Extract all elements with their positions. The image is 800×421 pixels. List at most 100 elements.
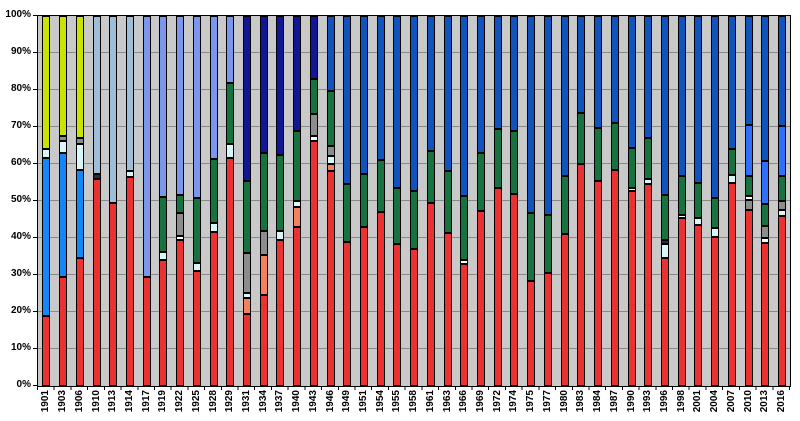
- x-axis-label-text: 1961: [424, 390, 436, 413]
- category-slot-1903: [55, 16, 72, 386]
- x-axis-label-text: 1928: [207, 390, 219, 413]
- segment-1934-lng: [259, 254, 268, 296]
- category-slot-1983: [573, 16, 590, 386]
- category-slot-1951: [356, 16, 373, 386]
- category-slot-1919: [155, 16, 172, 386]
- x-label-slot-1961: 1961: [422, 390, 439, 421]
- x-label-slot-1954: 1954: [371, 390, 388, 421]
- bar-1977: [543, 16, 552, 386]
- bar-1917: [142, 16, 151, 386]
- y-axis-label-80: 80%: [10, 83, 31, 94]
- category-slot-1910: [88, 16, 105, 386]
- segment-2004-ind: [711, 227, 720, 237]
- category-slot-1949: [339, 16, 356, 386]
- segment-1990-lib: [627, 16, 636, 149]
- x-axis-label-1951: 1951: [354, 390, 372, 412]
- segment-1937-cp: [276, 154, 285, 231]
- segment-1966-wht: [460, 259, 469, 264]
- x-axis-label-text: 1990: [625, 390, 637, 413]
- x-axis-label-text: 1954: [374, 390, 386, 413]
- segment-2004-cp: [711, 197, 720, 228]
- x-axis-label-text: 1929: [224, 390, 236, 413]
- x-axis-label-text: 1943: [307, 390, 319, 413]
- bar-1963: [443, 16, 452, 386]
- segment-2007-lib: [727, 16, 736, 150]
- segment-1901-ind: [42, 149, 51, 158]
- bar-2007: [727, 16, 736, 386]
- segment-1966-lib: [460, 16, 469, 196]
- category-slot-1977: [540, 16, 557, 386]
- x-axis-label-text: 1913: [107, 390, 119, 413]
- segment-2004-lib: [711, 16, 720, 198]
- bar-1990: [627, 16, 636, 386]
- segment-2016-cp: [777, 175, 786, 202]
- segment-1954-cp: [376, 160, 385, 213]
- segment-1993-alp: [644, 184, 653, 386]
- y-axis-label-70: 70%: [10, 120, 31, 131]
- bar-1983: [577, 16, 586, 386]
- segment-1914-cl: [125, 16, 134, 172]
- segment-1946-ind: [326, 155, 335, 165]
- x-axis-label-text: 1966: [458, 390, 470, 413]
- segment-1943-cp: [309, 79, 318, 115]
- x-axis-label-1906: 1906: [70, 390, 88, 412]
- segment-1914-ind: [125, 171, 134, 177]
- x-axis-label-text: 1969: [475, 390, 487, 413]
- x-label-slot-1931: 1931: [238, 390, 255, 421]
- x-axis-label-1996: 1996: [655, 390, 673, 412]
- x-axis-label-text: 1975: [525, 390, 537, 413]
- segment-1980-alp: [560, 234, 569, 386]
- segment-1975-alp: [527, 280, 536, 386]
- segment-1922-nat: [176, 16, 185, 196]
- category-slot-1987: [606, 16, 623, 386]
- segment-1951-cp: [360, 174, 369, 227]
- x-axis-label-1919: 1919: [153, 390, 171, 412]
- segment-1955-cp: [393, 187, 402, 244]
- segment-2016-lib: [777, 16, 786, 126]
- x-axis-label-1928: 1928: [204, 390, 222, 412]
- x-label-slot-1946: 1946: [321, 390, 338, 421]
- segment-1946-oth: [326, 145, 335, 156]
- segment-1925-nat: [192, 16, 201, 198]
- segment-1910-alp: [92, 178, 101, 386]
- segment-1983-lib: [577, 16, 586, 114]
- bar-1922: [176, 16, 185, 386]
- segment-2013-lib: [761, 16, 770, 162]
- category-slot-2001: [690, 16, 707, 386]
- segment-1929-cp: [226, 82, 235, 144]
- segment-1943-uap: [309, 16, 318, 80]
- segment-1974-lib: [510, 16, 519, 132]
- x-axis-label-1984: 1984: [588, 390, 606, 412]
- x-label-slot-2004: 2004: [706, 390, 723, 421]
- x-axis-label-text: 1937: [274, 390, 286, 413]
- bar-2013: [761, 16, 770, 386]
- y-axis-label-50: 50%: [10, 194, 31, 205]
- segment-2007-ind: [727, 175, 736, 183]
- y-axis-label-20: 20%: [10, 305, 31, 316]
- x-label-slot-1943: 1943: [305, 390, 322, 421]
- x-label-slot-1983: 1983: [572, 390, 589, 421]
- x-label-slot-1975: 1975: [522, 390, 539, 421]
- segment-1961-cp: [426, 151, 435, 204]
- x-axis-label-1931: 1931: [237, 390, 255, 412]
- segment-1906-oth: [75, 138, 84, 144]
- segment-1931-cp: [242, 181, 251, 253]
- segment-1940-cp: [293, 130, 302, 202]
- segment-1934-oth: [259, 230, 268, 255]
- segment-1922-oth: [176, 212, 185, 237]
- x-axis-label-text: 2004: [709, 390, 721, 413]
- x-label-slot-1949: 1949: [338, 390, 355, 421]
- segment-1906-ft: [75, 169, 84, 258]
- category-slot-1990: [623, 16, 640, 386]
- category-slot-2007: [723, 16, 740, 386]
- category-slot-1996: [657, 16, 674, 386]
- category-slot-1946: [322, 16, 339, 386]
- x-label-slot-1972: 1972: [488, 390, 505, 421]
- x-axis: 1901 1903 1906 1910 1913 1914 1917 1919 1922 1925…: [37, 390, 789, 421]
- category-slot-1914: [122, 16, 139, 386]
- segment-1966-alp: [460, 263, 469, 386]
- bar-1906: [75, 16, 84, 386]
- x-label-slot-1937: 1937: [271, 390, 288, 421]
- segment-1990-ind: [627, 187, 636, 192]
- category-slot-1925: [188, 16, 205, 386]
